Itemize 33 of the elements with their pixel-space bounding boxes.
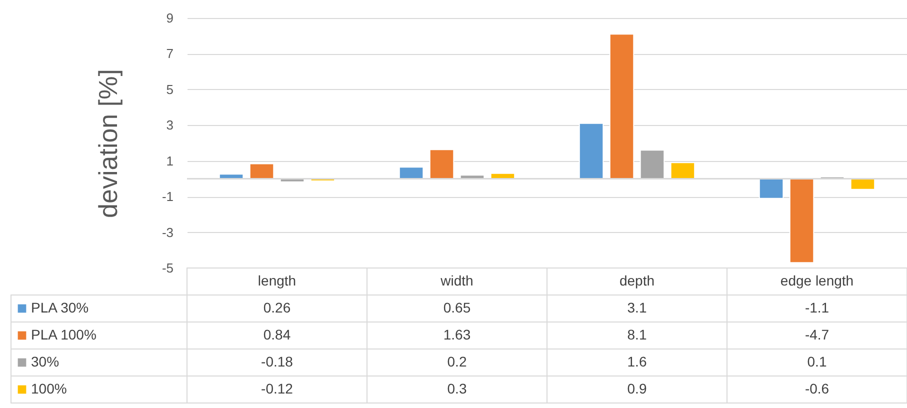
- y-tick-label: 1: [166, 153, 174, 168]
- data-label: -0.18: [261, 354, 294, 370]
- x-tick-label: length: [258, 272, 296, 288]
- y-tick-label: -1: [162, 189, 174, 204]
- x-tick-label: width: [440, 272, 474, 288]
- y-axis-title: deviation [%]: [92, 69, 123, 218]
- data-label: 3.1: [627, 300, 647, 316]
- y-tick-label: 5: [166, 82, 174, 97]
- data-label: 0.3: [447, 380, 467, 396]
- x-tick-label: edge length: [780, 272, 854, 288]
- legend-label: PLA 100%: [31, 326, 96, 342]
- legend-label: PLA 30%: [31, 300, 89, 316]
- y-tick-label: 7: [166, 46, 174, 62]
- data-label: 8.1: [627, 326, 647, 342]
- y-tick-label: -5: [162, 260, 174, 276]
- legend-label: 30%: [31, 354, 60, 370]
- data-label: 1.63: [443, 326, 471, 342]
- legend-label: 100%: [31, 380, 67, 396]
- y-tick-label: 9: [166, 10, 174, 26]
- data-label: 0.9: [627, 380, 647, 396]
- data-label: 0.1: [807, 354, 827, 370]
- data-label: -1.1: [804, 300, 830, 316]
- data-label: 1.6: [627, 354, 647, 370]
- data-label: 0.84: [263, 326, 291, 342]
- data-label: -0.6: [804, 380, 830, 396]
- x-tick-label: depth: [619, 272, 655, 288]
- data-label: 0.2: [447, 354, 467, 370]
- data-label: -4.7: [804, 326, 830, 342]
- data-label: -0.12: [261, 380, 294, 396]
- y-tick-label: 3: [166, 118, 174, 133]
- data-label: 0.26: [263, 300, 291, 316]
- data-label: 0.65: [443, 300, 471, 316]
- y-tick-label: -3: [162, 224, 174, 240]
